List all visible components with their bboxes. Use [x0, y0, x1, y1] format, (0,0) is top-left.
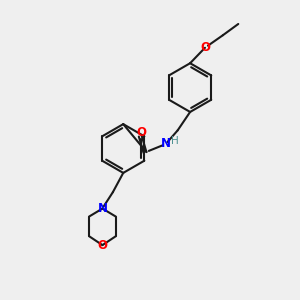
Text: O: O — [137, 126, 147, 139]
Text: O: O — [200, 41, 210, 54]
Text: N: N — [98, 202, 107, 215]
Text: H: H — [171, 136, 178, 146]
Text: N: N — [161, 137, 171, 150]
Text: O: O — [98, 239, 107, 252]
